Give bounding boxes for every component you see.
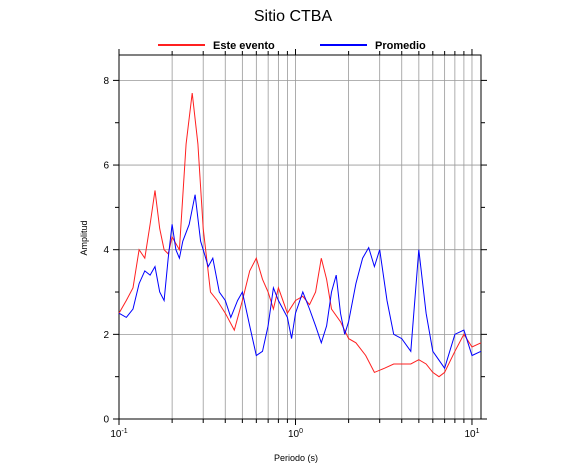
x-tick-power: 1 [476, 428, 480, 435]
y-tick-label: 4 [103, 245, 109, 256]
y-axis-label: Amplitud [79, 220, 89, 255]
x-tick-base: 10 [110, 429, 122, 440]
data-line [118, 93, 482, 378]
legend-label: Este evento [213, 40, 275, 52]
data-line [118, 194, 482, 370]
y-tick-label: 0 [103, 415, 109, 426]
x-tick-label: 100 [288, 428, 303, 440]
y-tick-label: 6 [103, 161, 109, 172]
x-tick-label: 10-1 [110, 428, 127, 440]
plot-frame [118, 54, 482, 420]
x-tick-label: 101 [464, 428, 479, 440]
y-tick-label: 2 [103, 330, 109, 341]
x-tick-base: 10 [288, 429, 300, 440]
legend-label: Promedio [375, 40, 426, 52]
y-tick-label: 8 [103, 76, 109, 87]
x-tick-power: -1 [121, 428, 127, 435]
x-tick-base: 10 [464, 429, 476, 440]
x-tick-power: 0 [299, 428, 303, 435]
x-axis-label: Periodo (s) [274, 453, 318, 463]
chart-title: Sitio CTBA [254, 8, 333, 25]
